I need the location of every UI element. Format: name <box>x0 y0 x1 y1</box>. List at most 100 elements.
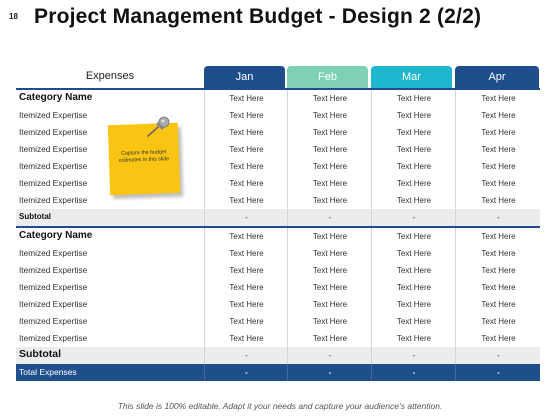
table-cell: Text Here <box>371 262 456 279</box>
table-cell: Text Here <box>455 158 541 175</box>
month-header-jan: Jan <box>204 66 285 88</box>
table-cell: Text Here <box>287 107 372 124</box>
table-cell: Text Here <box>455 141 541 158</box>
category-row: Category Name Text Here Text Here Text Here… <box>16 228 540 245</box>
slide-number: 18 <box>9 12 18 21</box>
table-cell: Text Here <box>204 175 288 192</box>
table-row-label: Itemized Expertise <box>19 127 88 137</box>
table-cell: Text Here <box>455 245 541 262</box>
table-cell: Text Here <box>371 90 456 107</box>
table-cell: Text Here <box>204 296 288 313</box>
table-row-label: Itemized Expertise <box>19 333 88 343</box>
table-cell: - <box>204 209 288 226</box>
table-cell: - <box>455 347 541 364</box>
table-cell: Text Here <box>204 279 288 296</box>
table-row: Itemized Expertise Text Here Text Here Text… <box>16 313 540 330</box>
table-header: Expenses Jan Feb Mar Apr <box>16 65 540 88</box>
sticky-note-text: Capture the budget estimates in this sli… <box>118 149 170 164</box>
table-row-label: Itemized Expertise <box>19 316 88 326</box>
table-row-label: Itemized Expertise <box>19 282 88 292</box>
table-cell: Text Here <box>287 141 372 158</box>
table-row-label: Itemized Expertise <box>19 265 88 275</box>
table-cell: - <box>371 209 456 226</box>
table-cell: Text Here <box>287 124 372 141</box>
table-cell: Text Here <box>287 192 372 209</box>
category-row: Category Name Text Here Text Here Text Here… <box>16 90 540 107</box>
table-cell: Text Here <box>204 141 288 158</box>
subtotal-row: Subtotal - - - - <box>16 347 540 364</box>
table-row: Itemized Expertise Text Here Text Here Text… <box>16 296 540 313</box>
table-cell: Text Here <box>204 262 288 279</box>
table-row: Itemized Expertise Text Here Text Here Text… <box>16 175 540 192</box>
slide-title: Project Management Budget - Design 2 (2/… <box>34 5 482 28</box>
table-cell: Text Here <box>204 107 288 124</box>
table-cell: Text Here <box>371 279 456 296</box>
table-row-label: Itemized Expertise <box>19 144 88 154</box>
table-cell: Text Here <box>455 124 541 141</box>
table-cell: Text Here <box>371 313 456 330</box>
table-row: Itemized Expertise Text Here Text Here Text… <box>16 262 540 279</box>
table-cell: Text Here <box>455 228 541 245</box>
category-row-label: Category Name <box>19 92 93 103</box>
table-cell: - <box>287 347 372 364</box>
table-cell: - <box>204 364 288 381</box>
subtotal-row-label: Subtotal <box>19 212 51 221</box>
total-expenses-row-label: Total Expenses <box>19 367 77 377</box>
table-cell: Text Here <box>371 124 456 141</box>
table-cell: Text Here <box>371 141 456 158</box>
table-cell: Text Here <box>287 228 372 245</box>
table-row: Itemized Expertise Text Here Text Here Text… <box>16 279 540 296</box>
table-cell: Text Here <box>287 313 372 330</box>
table-cell: Text Here <box>455 296 541 313</box>
table-cell: Text Here <box>371 175 456 192</box>
table-cell: - <box>371 364 456 381</box>
table-cell: Text Here <box>287 330 372 347</box>
table-cell: Text Here <box>455 330 541 347</box>
expenses-header: Expenses <box>85 70 135 82</box>
table-row-label: Itemized Expertise <box>19 110 88 120</box>
month-header-feb: Feb <box>287 66 368 88</box>
section-divider <box>16 226 540 228</box>
table-row-label: Itemized Expertise <box>19 178 88 188</box>
budget-table: Expenses Jan Feb Mar Apr Category Name Te… <box>16 65 540 381</box>
table-cell: Text Here <box>287 175 372 192</box>
table-cell: Text Here <box>287 262 372 279</box>
table-cell: Text Here <box>204 228 288 245</box>
month-header-mar: Mar <box>371 66 452 88</box>
table-row: Itemized Expertise Text Here Text Here Text… <box>16 141 540 158</box>
table-cell: Text Here <box>455 90 541 107</box>
table-cell: Text Here <box>371 192 456 209</box>
push-pin-icon <box>147 116 170 137</box>
table-cell: Text Here <box>287 245 372 262</box>
table-cell: Text Here <box>455 107 541 124</box>
table-cell: Text Here <box>287 90 372 107</box>
table-cell: Text Here <box>455 313 541 330</box>
table-cell: Text Here <box>371 330 456 347</box>
table-cell: Text Here <box>455 192 541 209</box>
table-row: Itemized Expertise Text Here Text Here Text… <box>16 158 540 175</box>
header-divider <box>16 88 540 90</box>
category-section: Category Name Text Here Text Here Text Here… <box>16 228 540 364</box>
table-cell: - <box>371 347 456 364</box>
category-row-label: Category Name <box>19 230 93 241</box>
table-cell: Text Here <box>204 313 288 330</box>
table-cell: - <box>204 347 288 364</box>
table-cell: Text Here <box>204 90 288 107</box>
table-cell: Text Here <box>204 330 288 347</box>
total-expenses-row: Total Expenses - - - - <box>16 364 540 381</box>
subtotal-row: Subtotal - - - - <box>16 209 540 226</box>
table-row-label: Itemized Expertise <box>19 248 88 258</box>
table-cell: Text Here <box>204 245 288 262</box>
table-row-label: Itemized Expertise <box>19 299 88 309</box>
month-header-apr: Apr <box>455 66 539 88</box>
table-row: Itemized Expertise Text Here Text Here Text… <box>16 124 540 141</box>
table-row: Itemized Expertise Text Here Text Here Text… <box>16 192 540 209</box>
footer-note: This slide is 100% editable. Adapt it yo… <box>117 401 443 411</box>
table-row-label: Itemized Expertise <box>19 195 88 205</box>
table-row: Itemized Expertise Text Here Text Here Text… <box>16 107 540 124</box>
table-cell: Text Here <box>371 228 456 245</box>
table-cell: Text Here <box>204 158 288 175</box>
table-cell: Text Here <box>204 124 288 141</box>
table-cell: Text Here <box>371 245 456 262</box>
table-cell: - <box>455 364 541 381</box>
